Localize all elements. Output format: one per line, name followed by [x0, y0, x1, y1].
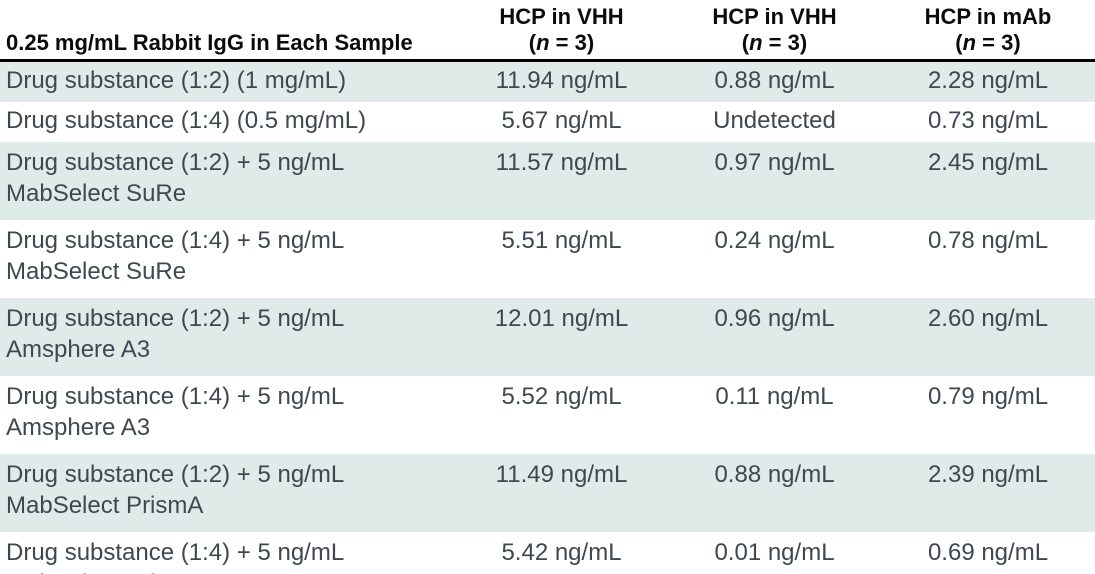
hcp-mab-cell: 2.28 ng/mL	[927, 67, 1049, 94]
column-header-hcp-vhh-1: HCP in VHH (n = 3)	[455, 0, 668, 62]
sample-cell: Drug substance (1:2) (1 mg/mL)	[6, 67, 347, 94]
hcp-vhh-1-cell: 5.52 ng/mL	[501, 383, 622, 410]
hcp-vhh-2-cell: 0.24 ng/mL	[714, 227, 835, 254]
hcp-vhh-2-cell: 0.88 ng/mL	[714, 67, 835, 94]
n-count-label: (n = 3)	[528, 30, 595, 55]
table-header: 0.25 mg/mL Rabbit IgG in Each Sample HCP…	[0, 0, 1095, 62]
sample-cell: Drug substance (1:4) (0.5 mg/mL)	[6, 107, 367, 134]
sample-cell: Drug substance (1:2) + 5 ng/mL MabSelect …	[6, 149, 345, 207]
hcp-vhh-1-cell: 5.42 ng/mL	[501, 539, 622, 566]
hcp-mab-cell: 0.79 ng/mL	[927, 383, 1049, 410]
table-row: Drug substance (1:2) (1 mg/mL) 11.94 ng/…	[0, 60, 1095, 102]
hcp-vhh-1-cell: 11.94 ng/mL	[495, 67, 628, 94]
hcp-vhh-1-cell: 12.01 ng/mL	[494, 305, 629, 332]
sample-column-header: 0.25 mg/mL Rabbit IgG in Each Sample	[0, 0, 455, 62]
n-count-label: (n = 3)	[741, 30, 808, 55]
hcp-vhh-1-cell: 11.57 ng/mL	[495, 149, 628, 176]
sample-cell: Drug substance (1:4) + 5 ng/mLMabSelect …	[6, 539, 345, 574]
hcp-vhh-1-cell: 11.49 ng/mL	[495, 461, 628, 488]
hcp-mab-cell: 0.69 ng/mL	[927, 539, 1049, 566]
sample-cell: Drug substance (1:4) + 5 ng/mL Amsphere A…	[6, 383, 345, 441]
column-header-label: HCP in mAb	[924, 4, 1052, 29]
column-header-hcp-vhh-2: HCP in VHH (n = 3)	[668, 0, 881, 62]
hcp-mab-cell: 0.78 ng/mL	[927, 227, 1049, 254]
hcp-vhh-2-cell: 0.88 ng/mL	[714, 461, 835, 488]
table-row: Drug substance (1:4) + 5 ng/mLMabSelect …	[0, 532, 1095, 574]
hcp-vhh-2-cell: Undetected	[713, 107, 836, 134]
hcp-vhh-2-cell: 0.96 ng/mL	[714, 305, 835, 332]
hcp-vhh-2-cell: 0.01 ng/mL	[714, 539, 835, 566]
table-row: Drug substance (1:2) + 5 ng/mL MabSelect …	[0, 142, 1095, 220]
table-row: Drug substance (1:4) + 5 ng/mL Amsphere A…	[0, 376, 1095, 454]
hcp-mab-cell: 2.45 ng/mL	[927, 149, 1049, 176]
sample-cell: Drug substance (1:2) + 5 ng/mL MabSelect …	[6, 461, 345, 519]
sample-header-label: 0.25 mg/mL Rabbit IgG in Each Sample	[6, 30, 413, 55]
hcp-vhh-1-cell: 5.67 ng/mL	[501, 107, 622, 134]
n-count-label: (n = 3)	[955, 30, 1021, 55]
table-row: Drug substance (1:2) + 5 ng/mL MabSelect …	[0, 454, 1095, 532]
table-body: Drug substance (1:2) (1 mg/mL) 11.94 ng/…	[0, 60, 1095, 574]
hcp-vhh-1-cell: 5.51 ng/mL	[501, 227, 622, 254]
column-header-label: HCP in VHH	[712, 4, 837, 29]
column-header-label: HCP in VHH	[499, 4, 624, 29]
column-header-hcp-mab: HCP in mAb (n = 3)	[881, 0, 1095, 62]
hcp-vhh-2-cell: 0.11 ng/mL	[715, 383, 834, 410]
table-row: Drug substance (1:4) (0.5 mg/mL) 5.67 ng…	[0, 102, 1095, 142]
hcp-mab-cell: 2.60 ng/mL	[927, 305, 1049, 332]
header-row: 0.25 mg/mL Rabbit IgG in Each Sample HCP…	[0, 0, 1095, 62]
hcp-vhh-2-cell: 0.97 ng/mL	[714, 149, 835, 176]
hcp-mab-cell: 2.39 ng/mL	[927, 461, 1049, 488]
sample-cell: Drug substance (1:2) + 5 ng/mL Amsphere A…	[6, 305, 345, 363]
hcp-mab-cell: 0.73 ng/mL	[927, 107, 1049, 134]
table-row: Drug substance (1:2) + 5 ng/mL Amsphere A…	[0, 298, 1095, 376]
